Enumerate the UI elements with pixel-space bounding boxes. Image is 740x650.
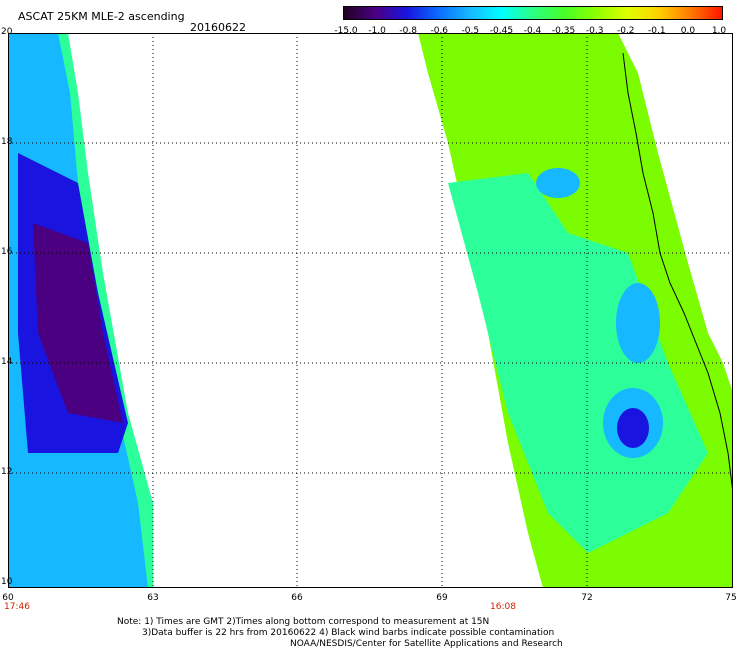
latitude-label: 12 [1,467,13,477]
note-line-1: Note: 1) Times are GMT 2)Times along bot… [117,617,490,627]
color-scale-tick: -1.0 [368,26,386,36]
color-scale-tick: -0.2 [616,26,635,36]
note-line-3: NOAA/NESDIS/Center for Satellite Applica… [290,639,563,649]
latitude-label: 14 [1,357,13,367]
map-title: ASCAT 25KM MLE-2 ascending [18,10,185,23]
longitude-label: 63 [147,593,159,603]
right-swath-cyan [448,173,708,553]
right-swath-low-2-core [617,408,649,448]
color-scale-bar [343,6,723,20]
color-scale-tick: -0.4 [523,26,542,36]
longitude-label: 60 [2,593,14,603]
map-plot [8,33,733,588]
longitude-label: 66 [291,593,303,603]
coastline [622,52,733,494]
time-label-left: 17:46 [4,602,30,612]
right-swath-low-1 [616,283,660,363]
color-scale-tick: 0.0 [680,26,696,36]
longitude-label: 75 [725,593,737,603]
left-swath-center [33,223,123,423]
color-scale-tick: -0.5 [461,26,480,36]
color-scale-tick: 1.0 [711,26,727,36]
map-date: 20160622 [190,21,246,34]
color-scale-tick: -0.3 [585,26,604,36]
color-scale-tick: -0.1 [648,26,666,36]
latitude-label: 10 [1,577,13,587]
graticule [8,33,733,588]
plot-frame [8,33,733,588]
coastline-path [622,52,733,494]
latitude-label: 18 [1,137,13,147]
color-scale-tick: -0.35 [551,26,576,36]
latitude-label: 20 [1,27,13,37]
latitude-label: 16 [1,247,13,257]
time-label-right: 16:08 [490,602,516,612]
longitude-label: 69 [436,593,448,603]
note-line-2: 3)Data buffer is 22 hrs from 20160622 4)… [142,628,555,638]
right-swath-low-3 [536,168,580,198]
longitude-label: 72 [581,593,593,603]
color-scale-tick: -0.6 [430,26,449,36]
wind-swaths [8,33,733,588]
color-scale-tick: -0.8 [399,26,417,36]
color-scale-tick: -0.45 [489,26,514,36]
color-scale-tick: -15.0 [334,26,358,36]
